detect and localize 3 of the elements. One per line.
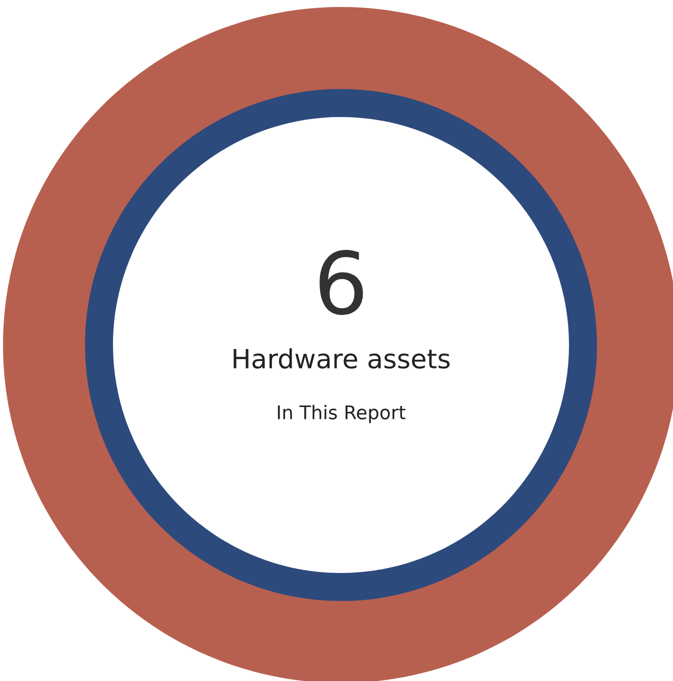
data-label: 6 (320, 250, 363, 315)
category-label: Hardware assets (234, 348, 450, 369)
text: In This Report (278, 404, 406, 424)
